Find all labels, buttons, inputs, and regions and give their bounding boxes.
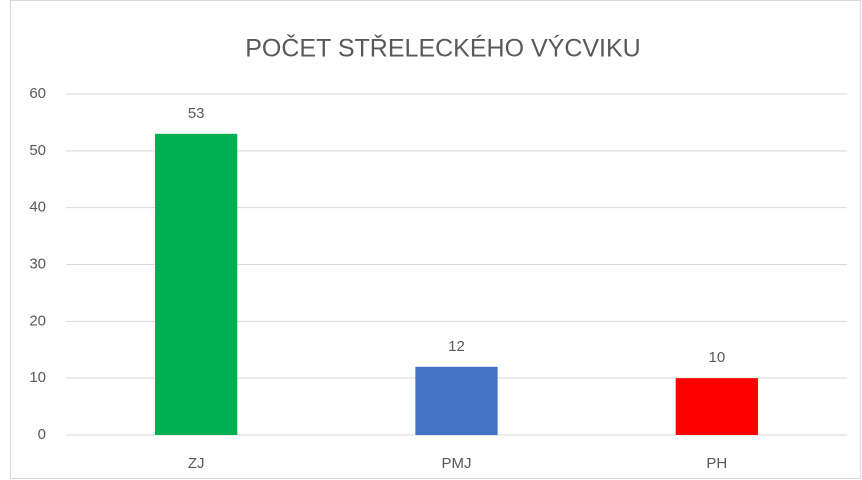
x-tick-label: ZJ xyxy=(188,455,205,472)
x-tick-label: PMJ xyxy=(442,455,472,472)
y-tick-label: 30 xyxy=(29,255,46,272)
y-tick-label: 10 xyxy=(29,369,46,386)
data-label: 10 xyxy=(708,349,725,366)
data-label: 12 xyxy=(448,338,465,355)
bar xyxy=(155,133,238,436)
x-tick-label: PH xyxy=(706,455,727,472)
y-tick-label: 60 xyxy=(29,85,46,102)
bar xyxy=(675,378,758,435)
y-tick-label: 20 xyxy=(29,312,46,329)
y-tick-label: 40 xyxy=(29,199,46,216)
chart-title: POČET STŘELECKÉHO VÝCVIKU xyxy=(245,34,640,63)
y-tick-label: 50 xyxy=(29,142,46,159)
data-label: 53 xyxy=(188,105,205,122)
y-tick-label: 0 xyxy=(38,426,46,443)
bar xyxy=(415,366,498,435)
